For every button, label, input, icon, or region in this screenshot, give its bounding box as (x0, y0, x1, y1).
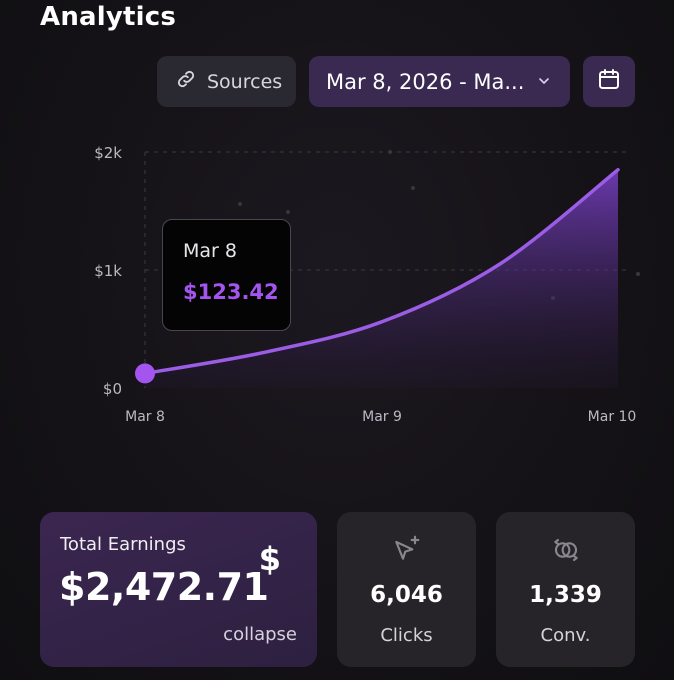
bg-dot (411, 186, 415, 190)
collapse-button[interactable]: collapse (223, 624, 297, 645)
conversion-icon (550, 534, 582, 570)
y-tick-label: $0 (103, 380, 122, 398)
conversions-label: Conv. (540, 625, 591, 646)
cursor-plus-icon (391, 534, 423, 570)
earnings-marker (135, 363, 155, 384)
x-tick-label: Mar 8 (125, 409, 165, 425)
conversions-card: 1,339 Conv. (496, 512, 635, 667)
earnings-chart: $2k $1k $0 Mar 8 Mar 9 Mar 10 (94, 144, 640, 425)
clicks-card: 6,046 Clicks (337, 512, 476, 667)
bg-dot (286, 210, 290, 214)
clicks-value: 6,046 (370, 582, 443, 608)
x-tick-label: Mar 10 (588, 409, 637, 425)
sources-label: Sources (207, 70, 283, 93)
total-earnings-card: Total Earnings $2,472.71 $ collapse (40, 512, 317, 667)
conversions-value: 1,339 (529, 582, 602, 608)
tooltip-value: $123.42 (183, 280, 279, 304)
chart-tooltip: Mar 8 $123.42 (162, 219, 291, 331)
page-title: Analytics (40, 2, 177, 32)
earnings-line (143, 167, 620, 376)
tooltip-date: Mar 8 (183, 240, 237, 262)
bg-dot (388, 150, 392, 154)
date-range-value: Mar 8, 2026 - Ma... (326, 69, 525, 94)
y-tick-label: $1k (94, 262, 122, 280)
dollar-icon: $ (258, 540, 281, 578)
x-tick-label: Mar 9 (362, 409, 402, 425)
earnings-label: Total Earnings (60, 534, 186, 555)
calendar-button[interactable] (583, 56, 635, 107)
date-range-select[interactable]: Mar 8, 2026 - Ma... (309, 56, 570, 107)
y-tick-label: $2k (94, 144, 122, 162)
bg-dot (238, 202, 242, 206)
bg-dot (636, 272, 640, 276)
link-icon (175, 68, 197, 95)
earnings-value: $2,472.71 (59, 565, 269, 609)
sources-button[interactable]: Sources (157, 56, 296, 107)
clicks-label: Clicks (380, 625, 433, 646)
calendar-icon (597, 67, 621, 96)
earnings-area (145, 169, 618, 388)
chevron-down-icon (536, 70, 552, 94)
